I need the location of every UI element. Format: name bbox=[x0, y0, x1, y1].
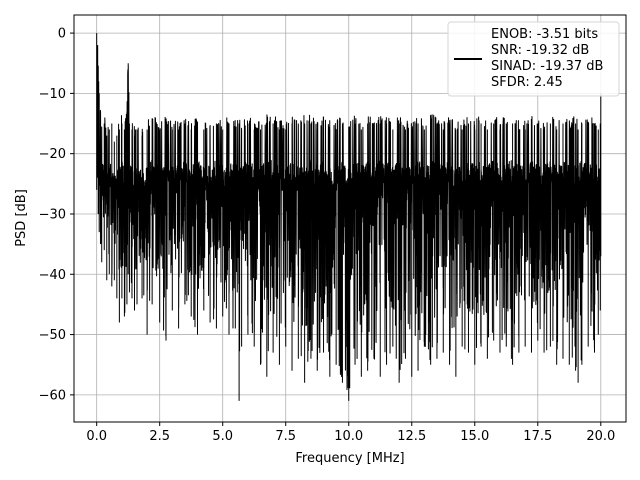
y-tick-label: −10 bbox=[39, 87, 66, 102]
x-tick-label: 15.0 bbox=[460, 429, 489, 444]
y-tick-label: −50 bbox=[39, 328, 66, 343]
y-tick-label: −20 bbox=[39, 147, 66, 162]
legend: ENOB: -3.51 bits SNR: -19.32 dB SINAD: -… bbox=[447, 21, 620, 97]
y-tick-label: −30 bbox=[39, 207, 66, 222]
legend-snr: SNR: -19.32 dB bbox=[491, 43, 589, 58]
x-tick-label: 12.5 bbox=[397, 429, 426, 444]
x-tick-label: 20.0 bbox=[586, 429, 615, 444]
y-axis-label: PSD [dB] bbox=[14, 189, 29, 247]
ticks: 0.0 2.5 5.0 7.5 10.0 12.5 15.0 17.5 20.0 0 −10 −20 −… bbox=[39, 27, 616, 444]
legend-sfdr: SFDR: 2.45 bbox=[491, 75, 563, 90]
x-tick-label: 0.0 bbox=[86, 429, 107, 444]
axes-frame bbox=[73, 14, 627, 423]
plot-area bbox=[96, 33, 602, 401]
x-tick-label: 7.5 bbox=[275, 429, 296, 444]
y-tick-label: −40 bbox=[39, 268, 66, 283]
legend-enob: ENOB: -3.51 bits bbox=[491, 27, 598, 42]
axis-labels: Frequency [MHz] PSD [dB] bbox=[14, 189, 405, 466]
x-tick-label: 2.5 bbox=[149, 429, 170, 444]
psd-series-line bbox=[96, 33, 602, 401]
y-tick-label: 0 bbox=[58, 27, 66, 42]
legend-sinad: SINAD: -19.37 dB bbox=[491, 59, 603, 74]
x-tick-label: 5.0 bbox=[212, 429, 233, 444]
x-tick-label: 17.5 bbox=[523, 429, 552, 444]
x-axis-label: Frequency [MHz] bbox=[295, 451, 404, 466]
legend-box bbox=[447, 21, 620, 97]
x-tick-label: 10.0 bbox=[334, 429, 363, 444]
y-tick-label: −60 bbox=[39, 388, 66, 403]
